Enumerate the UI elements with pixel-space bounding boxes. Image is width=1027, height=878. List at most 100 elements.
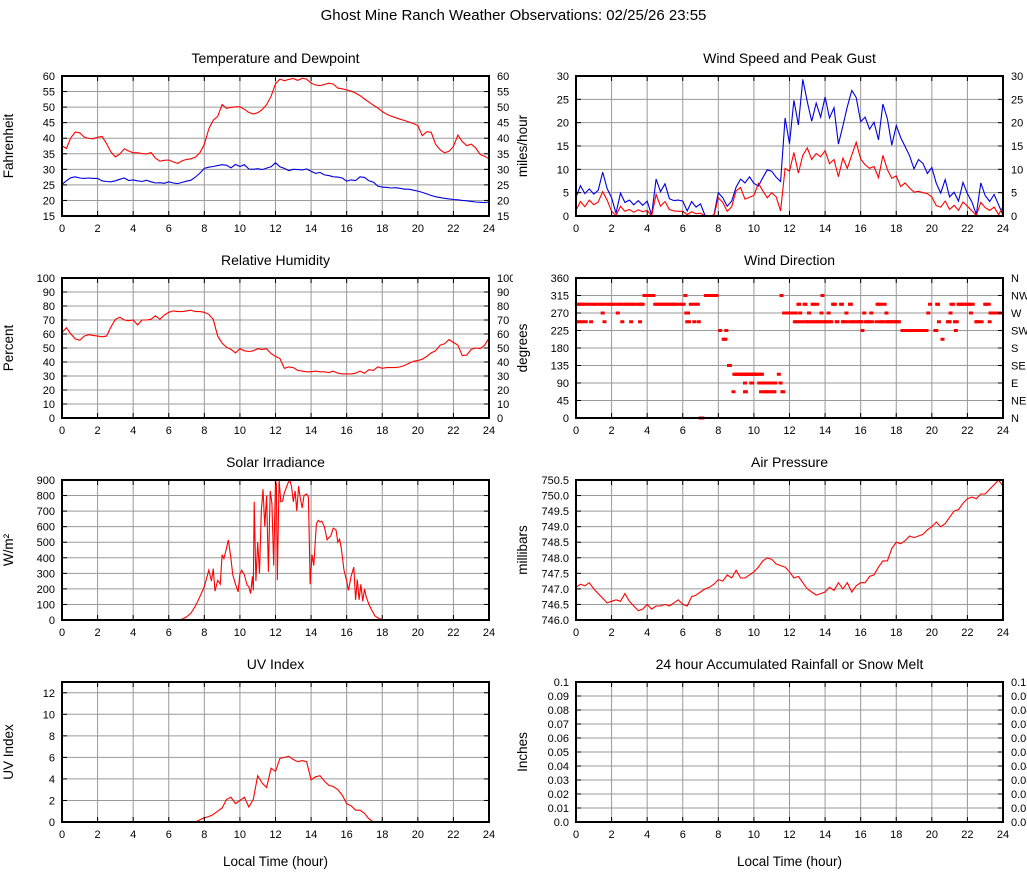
scatter-point [640, 302, 645, 306]
series-relative-humidity [61, 309, 490, 375]
x-tick-label: 16 [341, 223, 353, 235]
scatter-point [778, 381, 783, 385]
y-tick-label: 20 [43, 385, 55, 397]
y-tick-label: 700 [37, 506, 55, 518]
scatter-point [767, 390, 772, 394]
y-tick-label: 500 [37, 537, 55, 549]
y-tick-label: 12 [43, 688, 55, 700]
chart-svg-air-pressure: 0 2 4 6 8 10 12 14 16 18 20 22 24746.0746.5747.0747.… [515, 454, 1009, 639]
scatter-point [793, 311, 798, 315]
x-tick-label: 12 [269, 627, 281, 639]
scatter-point [800, 320, 805, 324]
scatter-point [968, 311, 973, 315]
scatter-point [587, 302, 592, 306]
scatter-point [846, 320, 851, 324]
y-tick-label: 750.0 [541, 491, 569, 503]
x-tick-label: 10 [748, 829, 760, 841]
y-tick-label: 10 [43, 709, 55, 721]
scatter-point [820, 294, 825, 297]
chart-panel-temperature-dewpoint: 0 2 4 6 8 10 12 14 16 18 20 22 24 15 15 20 20 25 25 30 30 35 3… [0, 46, 513, 251]
scatter-point [896, 320, 901, 324]
x-tick-label: 16 [341, 627, 353, 639]
x-tick-label: 14 [305, 425, 317, 437]
y-tick-label-right: 0.08 [1011, 705, 1027, 717]
chart-title-wind-speed-gust: Wind Speed and Peak Gust [703, 50, 876, 66]
scatter-point [797, 302, 802, 306]
x-tick-label: 12 [783, 425, 795, 437]
x-tick-label: 22 [447, 829, 459, 841]
x-tick-label: 20 [412, 829, 424, 841]
y-tick-label: 747.5 [541, 568, 569, 580]
x-tick-label: 2 [609, 627, 615, 639]
x-tick-label: 6 [166, 223, 172, 235]
x-tick-label: 24 [483, 223, 495, 235]
x-tick-label: 0 [573, 425, 579, 437]
scatter-point [692, 320, 697, 324]
y-tick-label: 315 [551, 291, 569, 303]
scatter-point [835, 320, 840, 324]
x-tick-label: 6 [166, 829, 172, 841]
x-tick-label: 12 [269, 223, 281, 235]
scatter-point [848, 302, 853, 306]
series-solar-irradiance [62, 478, 489, 621]
y-tick-label: 180 [551, 343, 569, 355]
y-tick-label: 15 [43, 211, 55, 223]
scatter-point [602, 320, 607, 324]
x-tick-label: 22 [447, 425, 459, 437]
y-tick-label: 100 [37, 273, 55, 285]
y-tick-label: 55 [43, 87, 55, 99]
scatter-point [731, 390, 736, 394]
x-tick-label: 14 [305, 829, 317, 841]
x-tick-label: 16 [855, 223, 867, 235]
scatter-point [580, 320, 585, 324]
x-tick-label: 18 [890, 829, 902, 841]
scatter-point [947, 320, 952, 324]
y-tick-label: 0.09 [548, 691, 569, 703]
scatter-point [594, 302, 599, 306]
y-tick-label-right: 0.01 [1011, 803, 1027, 815]
scatter-point [686, 311, 691, 315]
y-tick-label: 900 [37, 475, 55, 487]
y-tick-label-right: 0 [497, 413, 503, 425]
y-axis-label-rainfall: Inches [515, 732, 530, 772]
x-tick-label: 10 [748, 425, 760, 437]
scatter-point [844, 311, 849, 315]
y-tick-label: 0.04 [548, 761, 569, 773]
y-tick-label-right: NW [1011, 291, 1027, 303]
y-tick-label: 0.02 [548, 789, 569, 801]
x-tick-label: 0 [573, 223, 579, 235]
y-tick-label: 0.05 [548, 747, 569, 759]
y-tick-label: 2 [49, 795, 55, 807]
page-title: Ghost Mine Ranch Weather Observations: 0… [320, 7, 707, 24]
chart-title-rainfall: 24 hour Accumulated Rainfall or Snow Mel… [656, 656, 924, 672]
scatter-point [770, 381, 775, 385]
scatter-point [791, 311, 796, 315]
y-tick-label: 40 [43, 357, 55, 369]
y-tick-label: 0.06 [548, 733, 569, 745]
scatter-point [795, 320, 800, 324]
scatter-point [686, 320, 691, 324]
x-tick-label: 0 [59, 223, 65, 235]
series-wind-speed [575, 140, 1004, 218]
y-tick-label-right: 5 [1011, 188, 1017, 200]
scatter-point [714, 294, 719, 297]
y-tick-label-right: 50 [497, 102, 509, 114]
x-tick-label: 22 [961, 627, 973, 639]
scatter-point [826, 311, 831, 315]
x-tick-label: 0 [59, 829, 65, 841]
scatter-point [819, 311, 824, 315]
x-tick-label: 14 [819, 223, 831, 235]
y-tick-label-right: 70 [497, 315, 509, 327]
x-tick-label: 4 [644, 425, 650, 437]
x-tick-label: 8 [201, 223, 207, 235]
scatter-point [867, 320, 872, 324]
y-tick-label: 70 [43, 315, 55, 327]
y-tick-label: 0.0 [554, 817, 569, 829]
y-tick-label: 750.5 [541, 475, 569, 487]
y-tick-label-right: 100 [497, 273, 513, 285]
x-tick-label: 16 [855, 829, 867, 841]
x-tick-label: 12 [783, 627, 795, 639]
